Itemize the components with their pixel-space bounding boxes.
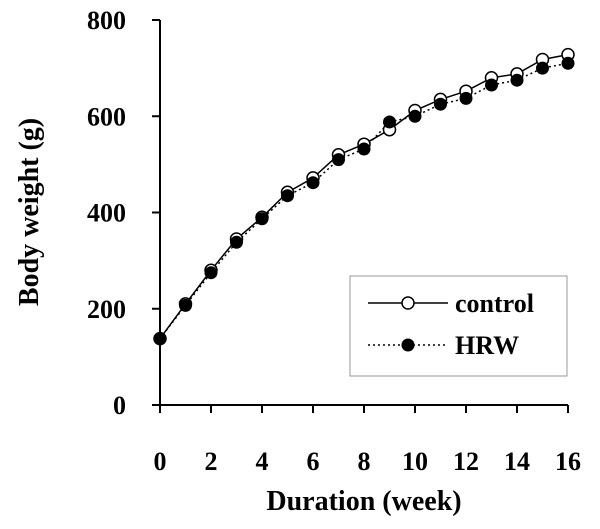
x-tick-label: 16 <box>555 447 581 476</box>
data-point-hrw <box>434 97 447 111</box>
data-point-hrw <box>332 153 345 167</box>
y-ticks: 0 200 400 600 800 <box>87 6 160 420</box>
y-tick-label: 600 <box>87 102 126 131</box>
x-ticks: 0 2 4 6 8 10 12 14 16 <box>154 405 581 476</box>
data-point-hrw <box>561 56 575 70</box>
y-axis-title: Body weight (g) <box>14 118 45 306</box>
legend-control-label: control <box>455 289 534 318</box>
data-point-hrw <box>357 142 371 156</box>
data-point-hrw <box>383 115 396 129</box>
x-tick-label: 0 <box>154 447 167 476</box>
x-tick-label: 4 <box>256 447 269 476</box>
data-point-hrw <box>485 78 498 92</box>
x-tick-label: 8 <box>358 447 371 476</box>
x-tick-label: 14 <box>504 447 530 476</box>
data-point-hrw <box>306 176 320 190</box>
legend-hrw-label: HRW <box>455 331 519 360</box>
x-tick-label: 12 <box>453 447 479 476</box>
data-point-hrw <box>255 212 269 226</box>
data-point-hrw <box>230 235 243 249</box>
x-tick-label: 10 <box>402 447 428 476</box>
series-layer <box>153 47 575 346</box>
x-tick-label: 2 <box>205 447 218 476</box>
y-tick-label: 400 <box>87 199 126 228</box>
y-tick-label: 800 <box>87 6 126 35</box>
data-point-hrw <box>459 91 473 105</box>
data-point-hrw <box>204 266 218 280</box>
legend-box <box>349 275 568 377</box>
legend: control HRW <box>349 275 568 377</box>
data-point-hrw <box>179 298 192 312</box>
data-point-hrw <box>153 332 167 346</box>
x-axis-title: Duration (week) <box>266 486 461 517</box>
y-tick-label: 200 <box>87 295 126 324</box>
data-point-hrw <box>536 61 549 75</box>
legend-control-marker <box>401 296 415 310</box>
y-tick-label: 0 <box>113 391 126 420</box>
data-point-hrw <box>510 73 524 87</box>
x-tick-label: 6 <box>307 447 320 476</box>
data-point-hrw <box>281 189 294 203</box>
data-point-hrw <box>408 109 422 123</box>
legend-hrw-marker <box>401 338 415 352</box>
